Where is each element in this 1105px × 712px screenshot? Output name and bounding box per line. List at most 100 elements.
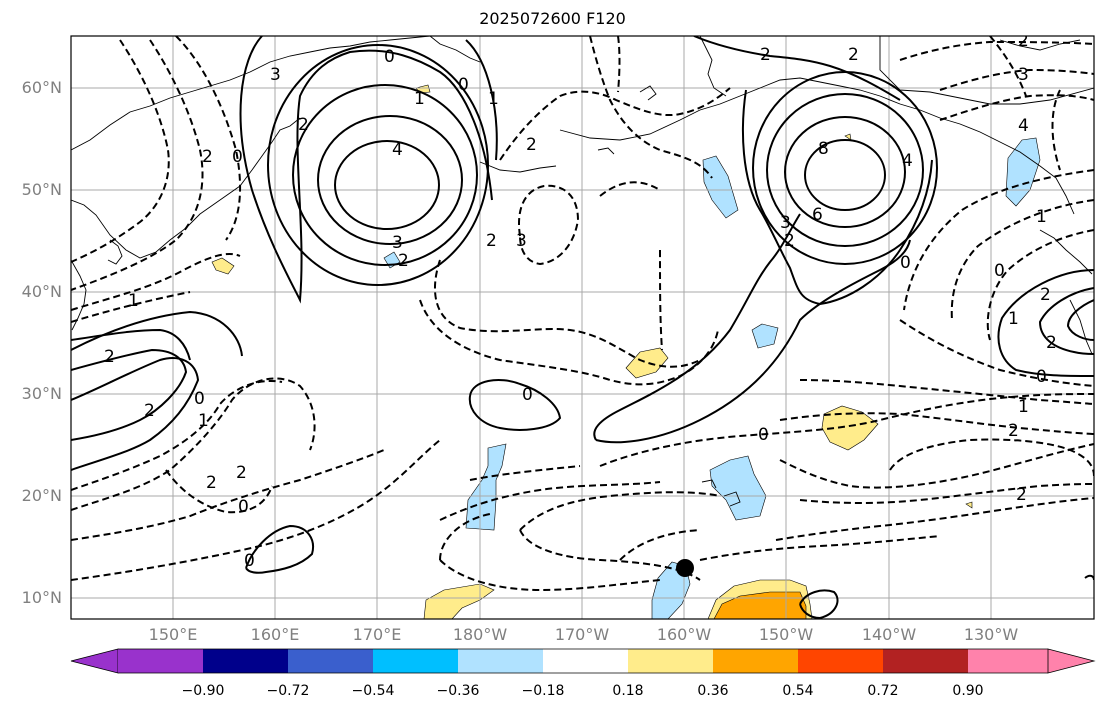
colorbar-high-extension [1047, 648, 1096, 674]
contour-label: 2 [298, 115, 309, 135]
colorbar-tick-label: −0.54 [351, 683, 395, 699]
gridlines [71, 36, 1094, 619]
positive-anomaly-patch [821, 405, 879, 451]
contour-label: 0 [522, 385, 533, 405]
contour-label: 4 [392, 140, 403, 160]
colorbar-tick-label: 0.54 [782, 683, 814, 699]
coastlines [71, 36, 1094, 507]
contour-label: 1 [488, 89, 499, 109]
lon-label: 160°W [656, 625, 712, 644]
colorbar-segment [713, 649, 798, 673]
contour-label: 2 [398, 251, 409, 271]
contour-label: 0 [194, 389, 205, 409]
contour-label: 2 [760, 45, 771, 65]
contour-label: 0 [232, 147, 243, 167]
contour-label: 1 [128, 291, 139, 311]
dashed-contours [71, 36, 1094, 592]
contour-label: 0 [244, 551, 255, 571]
map-frame [70, 35, 1095, 620]
lon-label: 170°W [554, 625, 610, 644]
colorbar-segment [798, 649, 883, 673]
contour-label: 3 [270, 65, 281, 85]
colorbar-segment [203, 649, 288, 673]
colorbar-segment [118, 649, 203, 673]
colorbar-low-extension [70, 648, 119, 674]
lat-label: 50°N [21, 180, 62, 199]
colorbar-tick-label: −0.36 [436, 683, 480, 699]
contour-label: 2 [144, 401, 155, 421]
contour-label: 2 [486, 231, 497, 251]
map-plot-area: 0 1 0 1 2 4 3 2 2 3 2 8 6 4 3 2 0 2 3 4 … [71, 36, 1094, 619]
colorbar-segment [288, 649, 373, 673]
positive-anomaly-patch [625, 347, 669, 379]
contour-label: 2 [848, 45, 859, 65]
contour-label: 0 [1036, 367, 1047, 387]
colorbar-segment [883, 649, 968, 673]
colorbar-segment [373, 649, 458, 673]
contour-labels: 0 1 0 1 2 4 3 2 2 3 2 8 6 4 3 2 0 2 3 4 … [104, 36, 1057, 571]
colorbar-tick-label: −0.72 [266, 683, 310, 699]
lon-label: 170°E [352, 625, 402, 644]
contour-label: 2 [784, 231, 795, 251]
contour-label: 0 [384, 47, 395, 67]
storm-center-marker [676, 559, 694, 577]
positive-anomaly-patch [211, 257, 235, 275]
negative-anomaly-patch [702, 155, 739, 219]
contour-label: 2 [104, 347, 115, 367]
contour-label: 1 [1008, 309, 1019, 329]
lat-label: 40°N [21, 282, 62, 301]
contour-label: 3 [780, 213, 791, 233]
contour-label: 4 [1018, 116, 1029, 136]
contour-label: 2 [1016, 485, 1027, 505]
contour-label: 1 [198, 411, 209, 431]
contour-label: 3 [1018, 65, 1029, 85]
lon-label: 130°W [963, 625, 1019, 644]
lat-label: 60°N [21, 78, 62, 97]
lat-label: 10°N [21, 588, 62, 607]
positive-anomaly-patch [965, 501, 973, 509]
colorbar-tick-label: 0.90 [952, 683, 984, 699]
colorbar [70, 648, 1096, 674]
lon-label: 140°W [861, 625, 917, 644]
colorbar-tick-label: 0.18 [612, 683, 644, 699]
contour-label: 3 [392, 233, 403, 253]
contour-label: 3 [516, 231, 527, 251]
contour-label: 2 [526, 135, 537, 155]
contour-label: 1 [1036, 207, 1047, 227]
colorbar-segment [628, 649, 713, 673]
colorbar-segment [458, 649, 543, 673]
contour-label: 2 [202, 147, 213, 167]
positive-anomaly-patch [844, 133, 852, 141]
colorbar-tick-label: 0.36 [697, 683, 729, 699]
negative-anomaly-patch [709, 455, 767, 521]
lon-label: 150°E [148, 625, 198, 644]
contour-label: 0 [900, 253, 911, 273]
negative-anomaly-patch [651, 561, 691, 619]
lon-label: 150°W [758, 625, 814, 644]
lon-label: 180°W [452, 625, 508, 644]
negative-anomaly-patch [465, 443, 507, 531]
lon-label: 160°E [250, 625, 300, 644]
contour-label: 0 [994, 261, 1005, 281]
contour-label: 2 [1046, 333, 1057, 353]
contour-label: 0 [238, 497, 249, 517]
contour-label: 0 [458, 75, 469, 95]
colorbar-tick-label: −0.90 [181, 683, 225, 699]
map-title: 2025072600 F120 [479, 9, 626, 28]
colorbar-tick-label: −0.18 [521, 683, 565, 699]
colorbar-segment [968, 649, 1048, 673]
colorbar-segment [543, 649, 628, 673]
solid-contours [71, 36, 1094, 619]
contour-label: 2 [1008, 421, 1019, 441]
contour-label: 8 [818, 139, 829, 159]
colorbar-tick-label: 0.72 [867, 683, 899, 699]
contour-label: 2 [206, 473, 217, 493]
contour-label: 6 [812, 205, 823, 225]
lat-label: 30°N [21, 384, 62, 403]
lat-label: 20°N [21, 486, 62, 505]
negative-anomaly-patch [1005, 137, 1041, 207]
contour-label: 0 [758, 425, 769, 445]
negative-anomaly-patch [751, 323, 779, 349]
contour-label: 2 [1040, 285, 1051, 305]
shading-layer [211, 84, 1041, 619]
